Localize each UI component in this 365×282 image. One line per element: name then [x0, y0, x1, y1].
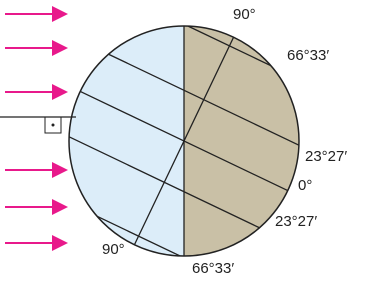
antarctic-circle-label: 66°33′	[192, 260, 234, 277]
sun-rays	[5, 14, 66, 243]
south-pole-label: 90°	[102, 241, 125, 258]
arctic-circle-label: 66°33′	[287, 47, 329, 64]
tropic-capricorn-label: 23°27′	[275, 213, 317, 230]
earth-illumination-diagram: 90° 66°33′ 23°27′ 0° 23°27′ 90° 66°33′	[0, 0, 365, 282]
right-angle-dot	[52, 124, 55, 127]
day-side	[60, 20, 184, 270]
equator-label: 0°	[298, 177, 312, 194]
tropic-cancer-label: 23°27′	[305, 148, 347, 165]
north-pole-label: 90°	[233, 6, 256, 23]
